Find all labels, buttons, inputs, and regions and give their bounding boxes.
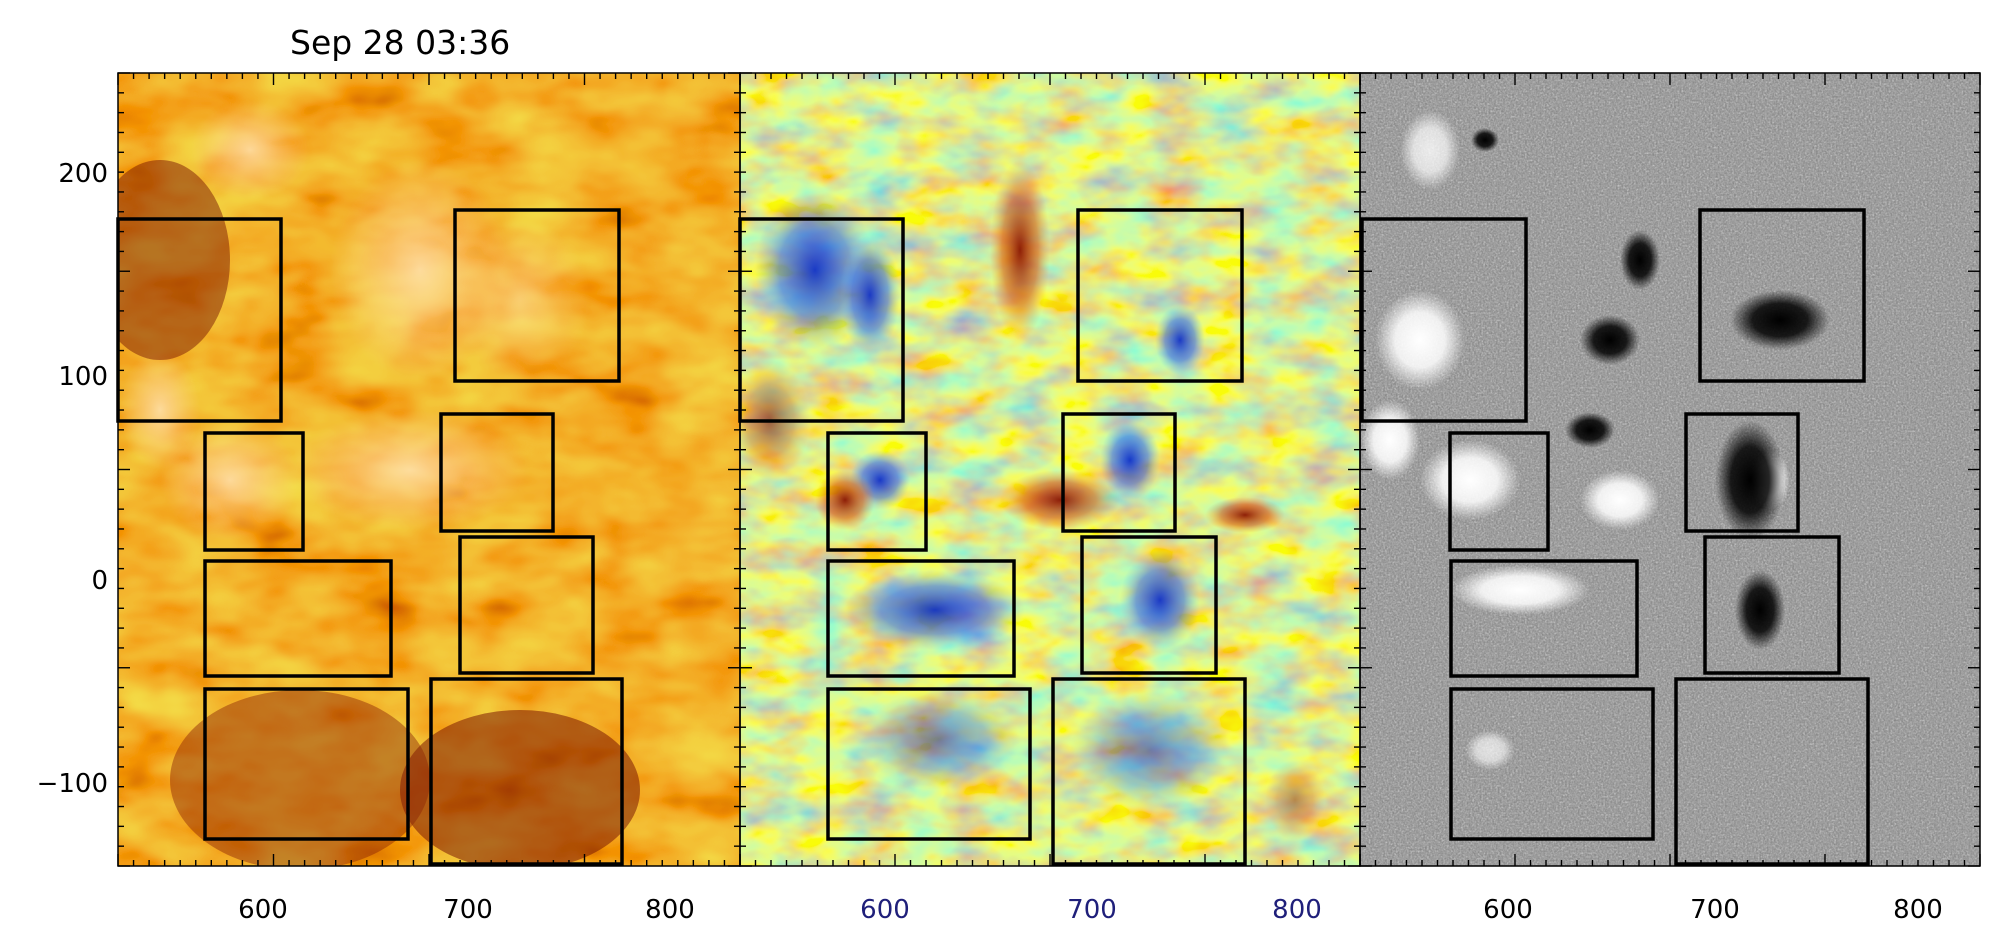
emission-intensity-map bbox=[118, 73, 740, 866]
roi-box bbox=[826, 559, 1016, 678]
x-tick-label: 600 bbox=[860, 895, 910, 925]
x-tick-label: 800 bbox=[1893, 895, 1943, 925]
x-tick-label: 700 bbox=[443, 895, 493, 925]
y-tick-label: 100 bbox=[58, 362, 108, 392]
roi-box bbox=[1051, 677, 1247, 866]
roi-box bbox=[1674, 677, 1870, 866]
x-tick-label: 700 bbox=[1690, 895, 1740, 925]
roi-box bbox=[116, 217, 283, 423]
y-axis-labels: 200 100 0 −100 bbox=[37, 159, 108, 799]
roi-box bbox=[826, 687, 1032, 841]
roi-box bbox=[1449, 687, 1655, 841]
x-axis-labels-panel-2: 600 700 800 bbox=[860, 895, 1322, 925]
roi-box bbox=[738, 217, 905, 423]
x-axis-labels-panel-1: 600 700 800 bbox=[238, 895, 695, 925]
roi-box bbox=[1684, 412, 1800, 533]
roi-box bbox=[1698, 208, 1866, 383]
magnetogram bbox=[1360, 73, 1980, 866]
axis-ticks bbox=[117, 72, 1981, 867]
roi-box bbox=[1360, 217, 1528, 423]
x-tick-label: 600 bbox=[238, 895, 288, 925]
roi-box bbox=[1061, 412, 1177, 533]
roi-box bbox=[1449, 559, 1639, 678]
roi-box bbox=[1080, 535, 1218, 675]
x-tick-label: 600 bbox=[1483, 895, 1533, 925]
roi-box bbox=[203, 431, 305, 552]
roi-box bbox=[1076, 208, 1244, 383]
roi-box bbox=[439, 412, 555, 533]
roi-box bbox=[453, 208, 621, 383]
roi-box bbox=[203, 559, 393, 678]
y-tick-label: 0 bbox=[91, 566, 108, 596]
x-axis-labels-panel-3: 600 700 800 bbox=[1483, 895, 1943, 925]
figure-title: Sep 28 03:36 bbox=[290, 23, 510, 62]
doppler-velocity-map bbox=[740, 73, 1360, 866]
x-tick-label: 700 bbox=[1067, 895, 1117, 925]
roi-box bbox=[203, 687, 410, 841]
roi-box bbox=[826, 431, 928, 552]
roi-box bbox=[1448, 431, 1550, 552]
y-tick-label: 200 bbox=[58, 159, 108, 189]
roi-boxes-panel-3 bbox=[1360, 208, 1870, 866]
roi-boxes-panel-1 bbox=[116, 208, 624, 866]
y-tick-label: −100 bbox=[37, 769, 108, 799]
roi-box bbox=[1703, 535, 1841, 675]
roi-box bbox=[458, 535, 595, 675]
roi-box bbox=[429, 677, 624, 866]
x-tick-label: 800 bbox=[1272, 895, 1322, 925]
roi-boxes-panel-2 bbox=[738, 208, 1247, 866]
x-tick-label: 800 bbox=[645, 895, 695, 925]
